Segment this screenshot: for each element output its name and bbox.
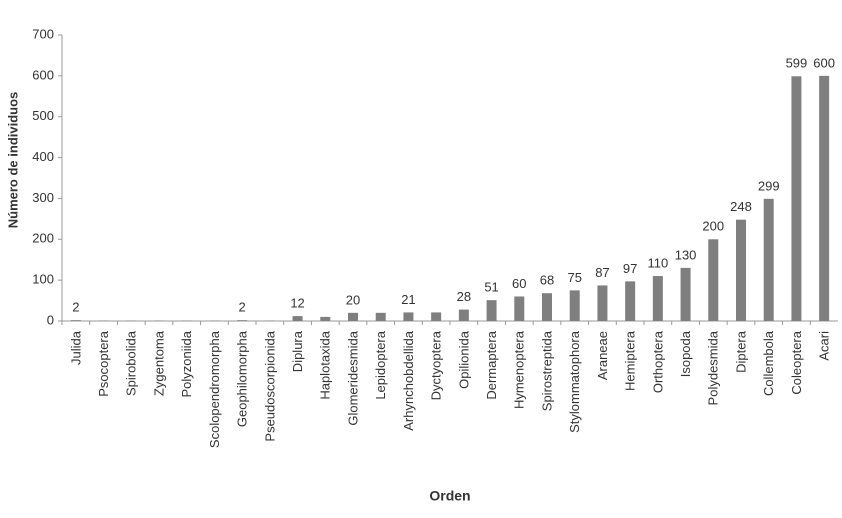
- bar: [431, 312, 441, 321]
- bar: [708, 239, 718, 321]
- value-label: 248: [730, 199, 752, 214]
- value-label: 130: [675, 247, 697, 262]
- x-tick-label: Hymenoptera: [512, 330, 527, 409]
- bar: [71, 320, 81, 321]
- x-tick-label: Dermaptera: [484, 330, 499, 399]
- x-axis-label: Orden: [429, 488, 470, 504]
- value-label: 200: [702, 219, 724, 234]
- x-tick-label: Psocoptera: [96, 330, 111, 397]
- x-tick-label: Hemiptera: [623, 330, 638, 391]
- x-tick-label: Acari: [817, 331, 832, 361]
- x-tick-label: Araneae: [595, 331, 610, 380]
- value-label: 299: [758, 178, 780, 193]
- y-axis-label: Número de individuos: [5, 92, 20, 229]
- x-tick-label: Polydesmida: [706, 330, 721, 405]
- bar: [597, 285, 607, 321]
- bar: [348, 313, 358, 321]
- x-tick-label: Opilionida: [456, 330, 471, 389]
- value-label: 51: [484, 280, 498, 295]
- y-tick-label: 700: [32, 26, 54, 41]
- x-tick-label: Geophilomorpha: [235, 330, 250, 427]
- bar: [653, 276, 663, 321]
- y-tick-label: 600: [32, 67, 54, 82]
- x-tick-label: Isopoda: [678, 330, 693, 377]
- y-tick-label: 100: [32, 272, 54, 287]
- y-tick-label: 200: [32, 231, 54, 246]
- y-tick-label: 0: [47, 312, 54, 327]
- bar: [819, 76, 829, 321]
- x-tick-label: Diptera: [733, 330, 748, 373]
- value-label: 68: [540, 273, 554, 288]
- x-tick-label: Polyzoniida: [179, 330, 194, 397]
- value-label: 600: [813, 55, 835, 70]
- bar: [570, 290, 580, 321]
- value-label: 28: [457, 289, 471, 304]
- bar: [459, 310, 469, 321]
- value-label: 60: [512, 276, 526, 291]
- y-tick-label: 400: [32, 149, 54, 164]
- bar: [764, 199, 774, 321]
- bar: [736, 220, 746, 321]
- bar: [791, 76, 801, 321]
- bar: [320, 317, 330, 321]
- bar: [514, 296, 524, 321]
- x-tick-label: Spirostreptida: [539, 330, 554, 411]
- value-label: 21: [401, 292, 415, 307]
- x-tick-label: Dyctyoptera: [429, 330, 444, 400]
- x-tick-label: Pseudoscorpionida: [262, 330, 277, 441]
- bar: [237, 320, 247, 321]
- x-tick-label: Stylommatophora: [567, 330, 582, 433]
- bar: [487, 300, 497, 321]
- x-tick-label: Julida: [68, 330, 83, 365]
- x-tick-label: Diplura: [290, 330, 305, 372]
- x-tick-label: Coleoptera: [789, 330, 804, 394]
- x-tick-label: Scolopendromorpha: [207, 330, 222, 448]
- x-tick-label: Glomeridesmida: [345, 330, 360, 425]
- value-label: 87: [595, 265, 609, 280]
- value-label: 2: [72, 300, 79, 315]
- x-tick-label: Haplotaxida: [318, 330, 333, 399]
- value-label: 20: [346, 292, 360, 307]
- x-tick-label: Collembola: [761, 330, 776, 396]
- y-tick-label: 300: [32, 190, 54, 205]
- bar: [681, 268, 691, 321]
- bar: [293, 316, 303, 321]
- x-tick-label: Arhynchobdellida: [401, 330, 416, 431]
- x-tick-label: Orthoptera: [650, 330, 665, 393]
- value-label: 110: [647, 255, 668, 270]
- value-label: 2: [239, 300, 246, 315]
- x-tick-label: Zygentoma: [151, 330, 166, 396]
- x-tick-label: Spirobolida: [124, 330, 139, 396]
- value-label: 97: [623, 261, 637, 276]
- value-label: 75: [567, 270, 581, 285]
- bar: [625, 281, 635, 321]
- bar: [542, 293, 552, 321]
- y-tick-label: 500: [32, 108, 54, 123]
- bar: [403, 312, 413, 321]
- x-tick-label: Lepidoptera: [373, 330, 388, 399]
- bar: [376, 313, 386, 321]
- value-label: 12: [290, 296, 304, 311]
- value-label: 599: [786, 56, 808, 71]
